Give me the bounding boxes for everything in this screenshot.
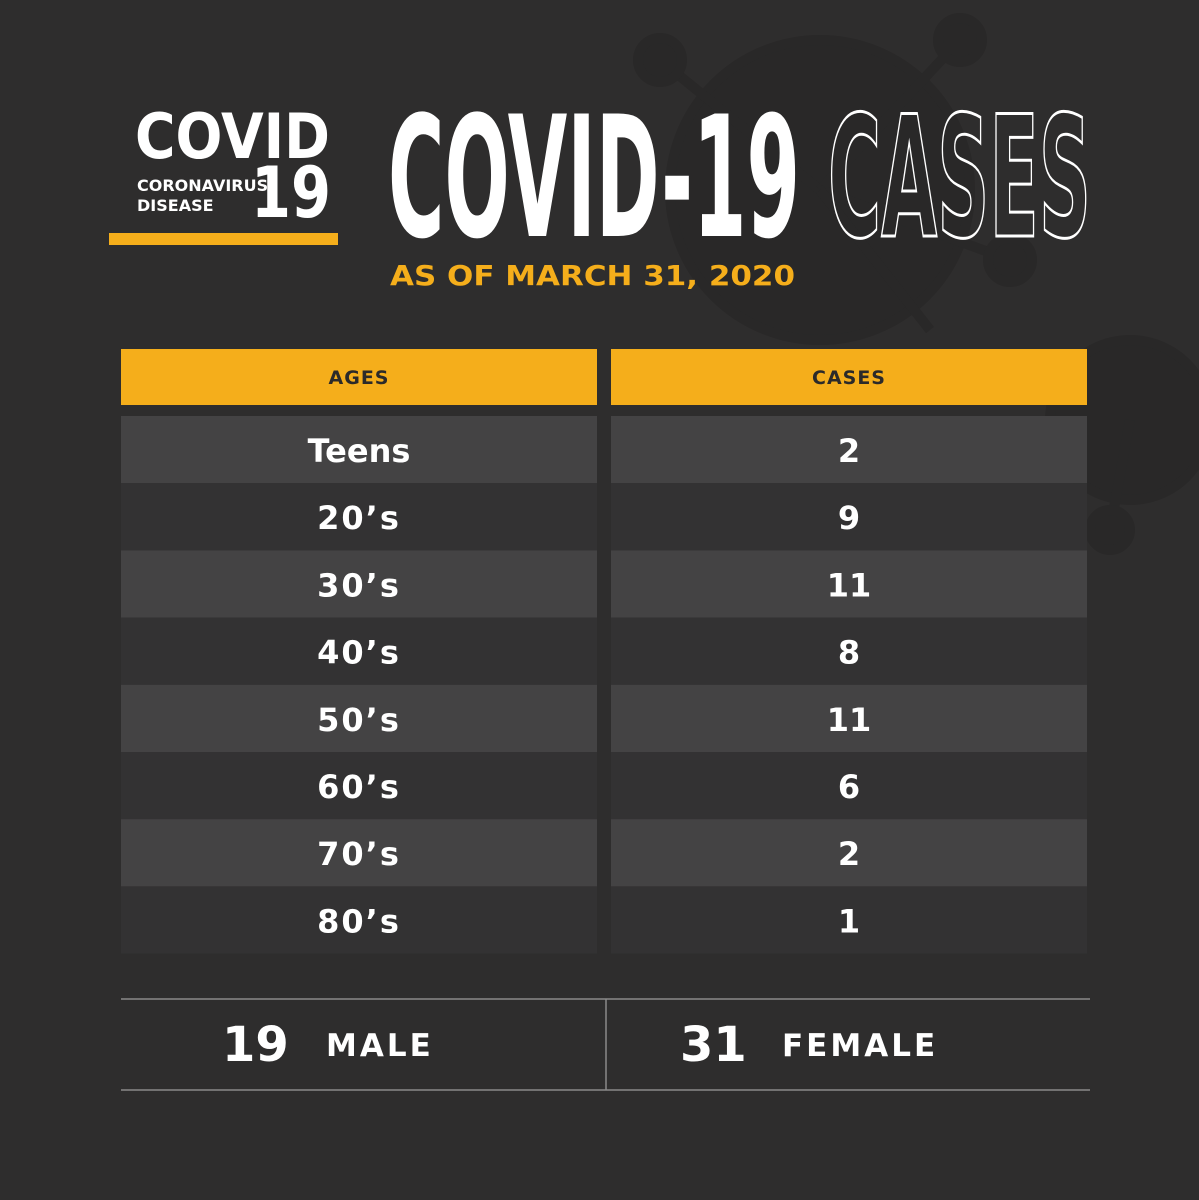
row-cell [611,617,1087,685]
row-cell [121,416,597,484]
title: COVID-19 [388,80,800,276]
row-cell [611,684,1087,752]
table: AGES CASES Teens 2 20’s 9 30’s 11 40’s 8 50’s 11 60’… [121,349,1087,954]
row-cell [611,819,1087,887]
cell-text: 11 [827,701,872,739]
row-cell [611,886,1087,954]
cell-text: 8 [838,634,860,672]
virus-decoration [633,13,1199,555]
row-cell [611,483,1087,551]
row-cell [121,483,597,551]
header-label: AGES [329,367,390,389]
row-cell [611,416,1087,484]
cell-text: 1 [838,902,860,940]
row-cell [611,550,1087,618]
row-cell [121,550,597,618]
title-outline: CASES [828,80,1091,276]
cell-text: 70’s [317,835,401,873]
logo-bar [109,233,338,245]
header-cell [611,349,1087,405]
cell-text: 2 [838,835,860,873]
summary-label: MALE [326,1028,434,1064]
row-cell [121,886,597,954]
cell-text: 9 [838,499,860,537]
row-cell [121,752,597,820]
row-cell [121,684,597,752]
summary-value: 31 [680,1017,747,1073]
cell-text: 11 [827,566,872,604]
logo-line: DISEASE [137,196,214,215]
cell-text: 6 [838,768,860,806]
cell-text: 60’s [317,768,401,806]
header-label: CASES [812,367,886,389]
logo-title: COVID [135,100,330,173]
row-cell [611,752,1087,820]
row-cell [121,819,597,887]
cell-text: 80’s [317,902,401,940]
cell-text: 20’s [317,499,401,537]
summary-value: 19 [222,1017,289,1073]
cell-text: 50’s [317,701,401,739]
row-cell [121,617,597,685]
summary: 19 MALE 31 FEMALE [222,1017,938,1073]
summary-label: FEMALE [782,1028,938,1064]
logo-number: 19 [251,152,331,234]
header-cell [121,349,597,405]
logo-line: CORONAVIRUS [137,176,268,195]
cell-text: 30’s [317,566,401,604]
cell-text: 2 [838,432,860,470]
cell-text: Teens [308,432,411,470]
summary-box [121,998,1090,1091]
cell-text: 40’s [317,634,401,672]
subtitle: AS OF MARCH 31, 2020 [390,259,795,292]
